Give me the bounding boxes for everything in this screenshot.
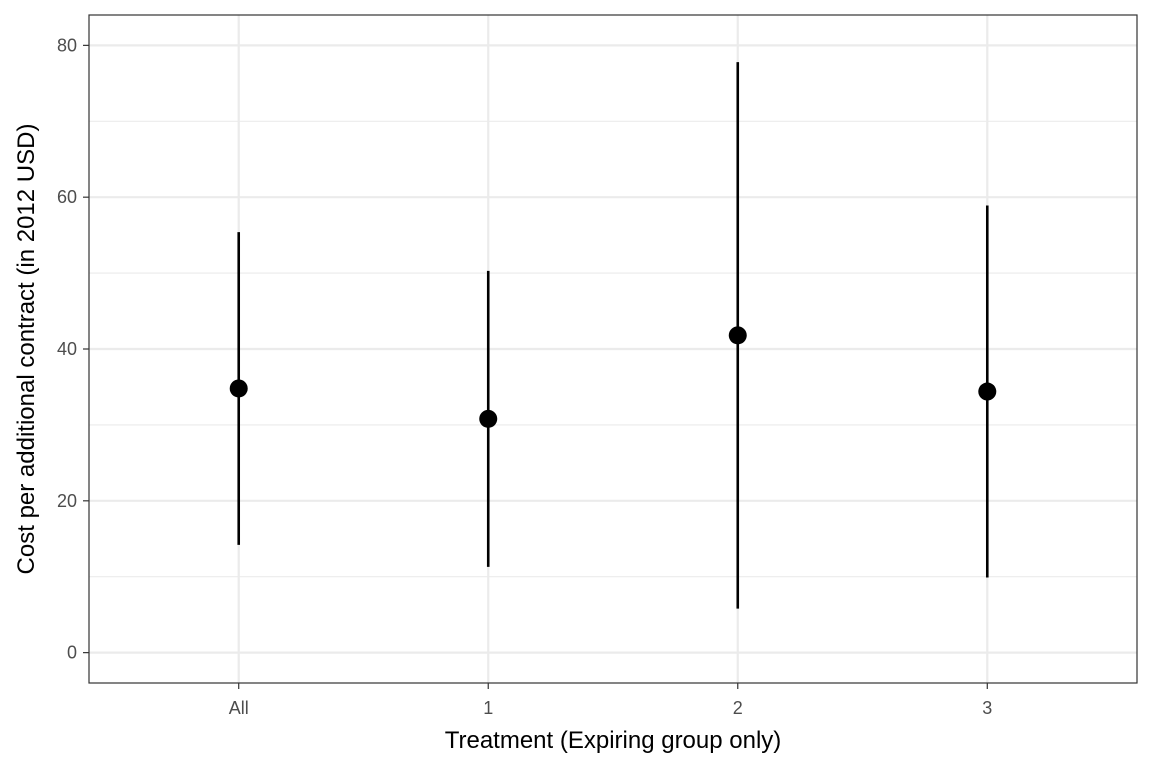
y-tick-label: 40	[57, 339, 77, 359]
x-tick-label: 2	[733, 698, 743, 718]
y-axis-title: Cost per additional contract (in 2012 US…	[13, 124, 40, 575]
minor-gridlines	[89, 120, 1137, 578]
estimate-point	[229, 379, 248, 398]
y-tick-label: 0	[67, 643, 77, 663]
x-axis: All 1 2 3	[229, 683, 992, 718]
x-tick-label: 1	[483, 698, 493, 718]
x-tick-label: All	[229, 698, 249, 718]
x-axis-title: Treatment (Expiring group only)	[445, 727, 782, 754]
y-tick-label: 80	[57, 35, 77, 55]
y-tick-label: 60	[57, 187, 77, 207]
y-axis: 0 20 40 60 80	[57, 35, 89, 663]
y-tick-label: 20	[57, 491, 77, 511]
data-marks	[229, 62, 997, 609]
estimate-point	[728, 326, 747, 345]
estimate-point	[978, 382, 997, 401]
x-tick-label: 3	[982, 698, 992, 718]
estimate-point	[479, 409, 498, 428]
